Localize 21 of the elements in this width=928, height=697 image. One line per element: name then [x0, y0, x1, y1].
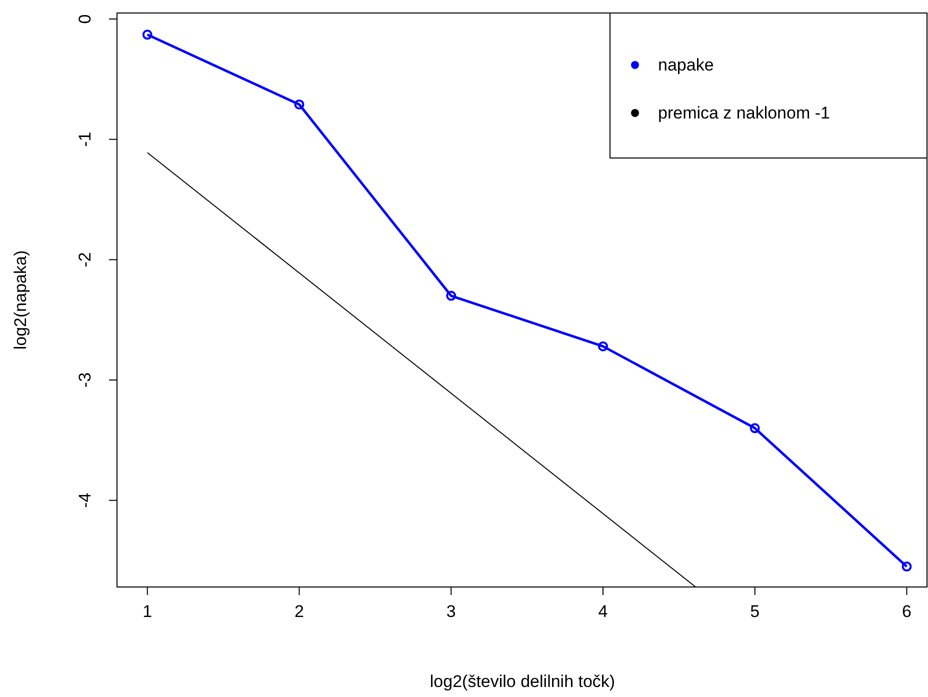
legend-label: premica z naklonom -1: [658, 104, 830, 122]
y-tick-label: -2: [76, 252, 94, 268]
point: [142, 30, 152, 40]
point: [446, 290, 456, 301]
y-tick-label: -1: [76, 132, 94, 147]
x-tick-label: 2: [294, 602, 304, 621]
point: [750, 423, 760, 434]
y-tick-label: 0: [76, 14, 94, 24]
y-tick-label: -3: [76, 372, 94, 388]
point: [598, 341, 608, 352]
x-axis-title: log2(število delilnih točk): [430, 672, 616, 691]
point: [902, 562, 912, 572]
y-tick-label: -4: [76, 492, 94, 508]
y-axis-title: log2(napaka): [11, 250, 30, 350]
x-tick-label: 4: [598, 602, 608, 621]
x-tick-label: 3: [446, 602, 456, 621]
x-tick-label: 5: [750, 602, 760, 621]
legend-label: napake: [658, 56, 714, 74]
x-tick-label: 1: [142, 602, 152, 621]
x-tick-label: 6: [902, 602, 912, 621]
point: [294, 99, 304, 110]
